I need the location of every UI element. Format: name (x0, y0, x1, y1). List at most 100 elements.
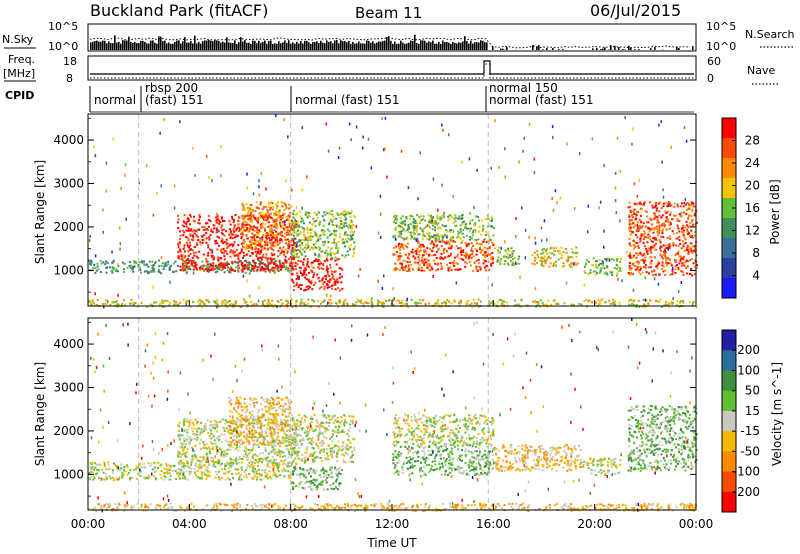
data-pixel (122, 468, 125, 470)
data-pixel (163, 472, 166, 474)
data-pixel (120, 467, 123, 469)
data-pixel (270, 459, 273, 462)
data-pixel (635, 260, 638, 263)
data-pixel (279, 474, 282, 477)
data-pixel (534, 258, 537, 261)
data-pixel (261, 216, 264, 219)
data-pixel (243, 209, 246, 212)
data-pixel (490, 301, 493, 304)
data-pixel (676, 264, 678, 266)
data-pixel (329, 299, 332, 301)
data-pixel (339, 267, 342, 270)
data-pixel (295, 242, 298, 245)
data-pixel (287, 465, 290, 468)
data-pixel (295, 267, 297, 270)
data-pixel (630, 219, 633, 222)
data-pixel (315, 213, 318, 216)
noise-bar (120, 43, 122, 50)
data-pixel (691, 251, 694, 254)
data-pixel (687, 202, 690, 205)
data-pixel (482, 253, 485, 256)
data-pixel (236, 249, 238, 252)
data-pixel (277, 211, 280, 214)
data-pixel (491, 259, 494, 262)
data-pixel (431, 268, 434, 271)
data-pixel (540, 239, 543, 243)
data-pixel (487, 300, 490, 303)
data-pixel (687, 249, 690, 251)
noise-bar (130, 41, 132, 50)
data-pixel (243, 220, 246, 223)
data-pixel (609, 270, 612, 273)
data-pixel (647, 302, 650, 305)
data-pixel (139, 475, 142, 478)
data-pixel (127, 471, 130, 474)
data-pixel (179, 468, 181, 471)
data-pixel (656, 300, 659, 303)
data-pixel (540, 256, 543, 259)
data-pixel (253, 247, 256, 250)
data-pixel (235, 456, 238, 459)
data-pixel (447, 241, 450, 243)
data-pixel (644, 225, 647, 228)
data-pixel (244, 263, 246, 266)
data-pixel (653, 212, 656, 215)
data-pixel (457, 230, 460, 233)
data-pixel (318, 253, 321, 256)
data-pixel (455, 217, 457, 219)
data-pixel (255, 253, 258, 255)
data-pixel (168, 472, 171, 474)
data-pixel (281, 469, 284, 471)
noise-left-tick-top: 10^5 (48, 20, 78, 33)
data-pixel (631, 273, 634, 276)
data-pixel (306, 175, 308, 179)
data-pixel (490, 216, 493, 219)
data-pixel (407, 254, 410, 257)
data-pixel (227, 245, 230, 248)
data-pixel (294, 231, 297, 234)
data-pixel (629, 226, 632, 229)
data-pixel (485, 264, 488, 267)
data-pixel (153, 264, 155, 266)
data-pixel (461, 223, 464, 226)
data-pixel (350, 221, 353, 224)
data-pixel (314, 232, 317, 235)
data-pixel (437, 208, 439, 212)
data-pixel (92, 475, 95, 478)
data-pixel (112, 476, 114, 479)
data-pixel (406, 229, 409, 231)
data-pixel (657, 234, 660, 237)
data-pixel (635, 216, 637, 219)
data-pixel (216, 299, 219, 302)
data-pixel (276, 464, 279, 467)
data-pixel (188, 265, 191, 268)
data-pixel (104, 468, 107, 471)
data-pixel (267, 210, 269, 213)
data-pixel (341, 268, 344, 271)
data-pixel (541, 302, 544, 304)
data-pixel (135, 262, 138, 265)
data-pixel (629, 256, 632, 259)
data-pixel (283, 220, 286, 224)
data-pixel (340, 275, 343, 278)
data-pixel (640, 221, 643, 224)
data-pixel (575, 246, 578, 249)
data-pixel (307, 228, 310, 231)
data-pixel (237, 223, 240, 226)
data-pixel (398, 269, 401, 272)
data-pixel (640, 203, 642, 205)
noise-bar (418, 43, 420, 50)
data-pixel (223, 266, 226, 268)
data-pixel (428, 253, 430, 256)
data-pixel (278, 425, 281, 428)
data-pixel (124, 163, 127, 167)
data-pixel (112, 137, 115, 141)
data-pixel (409, 237, 412, 240)
data-pixel (350, 230, 353, 233)
data-pixel (667, 262, 670, 265)
data-pixel (264, 265, 267, 267)
data-pixel (128, 261, 131, 264)
data-pixel (113, 268, 115, 271)
noise-bar (262, 41, 264, 50)
data-pixel (326, 271, 329, 273)
